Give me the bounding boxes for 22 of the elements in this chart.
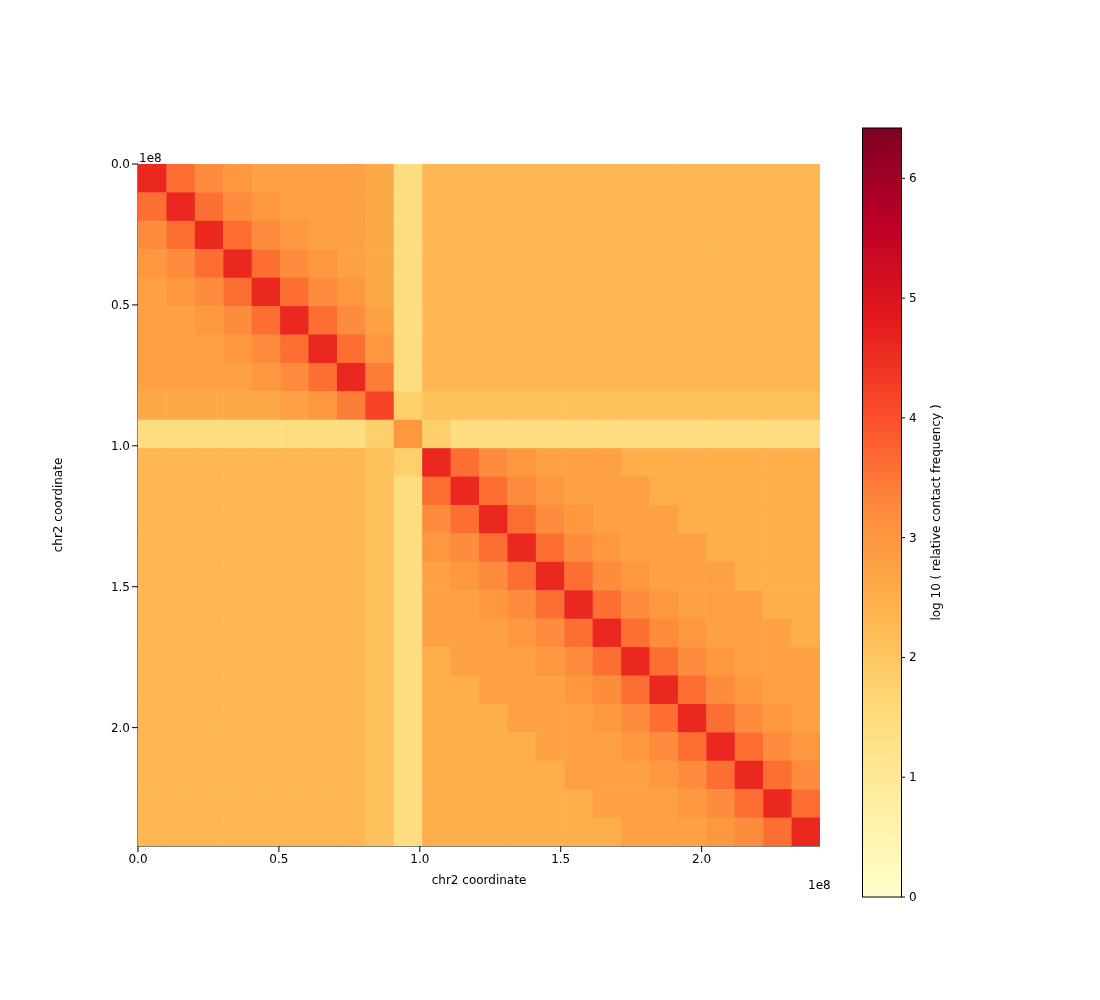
annotation: 1e8 bbox=[139, 151, 162, 165]
y-tick-label: 1.0 bbox=[110, 439, 130, 454]
color-bar-label: 2 bbox=[909, 650, 917, 665]
y-tick-label: 0.5 bbox=[110, 298, 130, 313]
color-bar-label: 4 bbox=[909, 410, 917, 425]
x-axis-title: chr2 coordinate bbox=[431, 873, 527, 887]
y-tick-label: 1.5 bbox=[110, 579, 130, 594]
x-tick-label: 2.0 bbox=[692, 851, 712, 866]
x-tick-label: 1.5 bbox=[551, 851, 571, 866]
color-bar-label: 0 bbox=[909, 890, 917, 904]
x-tick-label: 0.5 bbox=[269, 851, 289, 866]
color-bar-label: 3 bbox=[909, 530, 917, 545]
y-tick-label: 0.0 bbox=[110, 157, 130, 172]
color-bar-label: 5 bbox=[909, 291, 917, 306]
color-bar-label: 1 bbox=[909, 770, 917, 785]
color-bar-label: 6 bbox=[909, 171, 917, 186]
color-bar-title: log 10 ( relative contact frequency ) bbox=[929, 404, 943, 621]
y-tick-label: 2.0 bbox=[110, 720, 130, 735]
x-tick-label: 1.0 bbox=[410, 851, 430, 866]
text: 1e8 bbox=[808, 878, 831, 892]
y-axis-title: chr2 coordinate bbox=[51, 457, 66, 553]
x-tick-label: 0.0 bbox=[128, 851, 148, 866]
